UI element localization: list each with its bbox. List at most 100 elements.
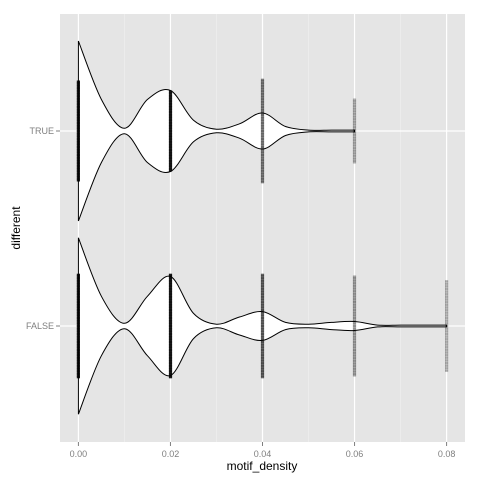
- data-point: [260, 117, 265, 120]
- data-point: [445, 362, 449, 364]
- data-point: [352, 320, 357, 323]
- data-point: [260, 307, 265, 310]
- data-point: [260, 321, 265, 324]
- data-point: [260, 136, 265, 139]
- data-point: [168, 292, 173, 295]
- data-point: [76, 163, 80, 166]
- data-point: [260, 325, 265, 327]
- data-point: [76, 352, 80, 355]
- data-point: [76, 82, 80, 85]
- data-point: [76, 130, 80, 132]
- data-point: [168, 363, 173, 366]
- data-point: [76, 365, 80, 368]
- data-point: [168, 122, 173, 125]
- data-point: [168, 141, 173, 144]
- data-point: [76, 149, 80, 152]
- data-point: [168, 160, 173, 163]
- data-point: [76, 126, 80, 129]
- data-point: [445, 358, 449, 361]
- data-point: [76, 179, 80, 182]
- data-point: [352, 138, 357, 141]
- data-point: [260, 284, 265, 287]
- data-point: [168, 342, 173, 345]
- data-point: [260, 128, 265, 131]
- data-point: [260, 341, 265, 343]
- data-point: [445, 352, 449, 355]
- data-point: [76, 361, 80, 364]
- data-point: [260, 178, 265, 181]
- data-point: [445, 321, 449, 324]
- data-point: [76, 138, 80, 140]
- data-point: [352, 98, 357, 101]
- data-point: [168, 307, 173, 310]
- data-point: [352, 145, 357, 148]
- data-point: [260, 337, 265, 340]
- data-point: [260, 371, 265, 374]
- x-tick-label: 0.06: [346, 449, 364, 459]
- data-point: [168, 376, 173, 379]
- data-point: [352, 372, 357, 375]
- data-point: [76, 360, 80, 363]
- data-point: [76, 171, 80, 174]
- data-point: [76, 96, 80, 99]
- data-point: [168, 313, 173, 316]
- data-point: [168, 168, 173, 170]
- data-point: [260, 352, 265, 355]
- data-point: [168, 291, 173, 294]
- data-point: [260, 363, 265, 366]
- data-point: [168, 106, 173, 109]
- data-point: [168, 317, 173, 319]
- data-point: [260, 114, 265, 116]
- data-point: [168, 329, 173, 332]
- data-point: [76, 334, 80, 337]
- data-point: [260, 81, 265, 84]
- data-point: [76, 288, 80, 291]
- data-point: [168, 336, 173, 339]
- data-point: [445, 326, 449, 329]
- data-point: [445, 312, 449, 315]
- data-point: [260, 168, 265, 171]
- data-point: [445, 299, 449, 302]
- data-point: [260, 276, 265, 279]
- data-point: [260, 320, 265, 323]
- data-point: [352, 364, 357, 367]
- data-point: [168, 147, 173, 150]
- data-point: [260, 166, 265, 169]
- data-point: [352, 108, 357, 111]
- data-point: [168, 333, 173, 335]
- data-point: [352, 127, 357, 130]
- data-point: [76, 312, 80, 315]
- data-point: [76, 142, 80, 145]
- data-point: [168, 344, 173, 347]
- data-point: [76, 313, 80, 316]
- data-point: [76, 350, 80, 353]
- data-point: [76, 174, 80, 177]
- data-point: [168, 118, 173, 121]
- data-point: [168, 321, 173, 324]
- data-point: [260, 273, 265, 276]
- data-point: [260, 336, 265, 339]
- data-point: [76, 144, 80, 147]
- data-point: [352, 301, 357, 303]
- data-point: [260, 85, 265, 88]
- data-point: [445, 300, 449, 303]
- data-point: [76, 106, 80, 108]
- data-point: [260, 93, 265, 96]
- data-point: [352, 350, 357, 353]
- data-point: [76, 371, 80, 374]
- data-point: [352, 100, 357, 103]
- data-point: [76, 169, 80, 172]
- data-point: [445, 288, 449, 290]
- data-point: [352, 294, 357, 297]
- data-point: [260, 157, 265, 160]
- data-point: [260, 106, 265, 108]
- data-point: [445, 366, 449, 369]
- data-point: [445, 292, 449, 295]
- data-point: [260, 174, 265, 177]
- data-point: [168, 128, 173, 131]
- y-tick-label: FALSE: [26, 321, 54, 331]
- data-point: [76, 154, 80, 156]
- data-point: [260, 329, 265, 332]
- data-point: [352, 337, 357, 340]
- data-point: [445, 350, 449, 353]
